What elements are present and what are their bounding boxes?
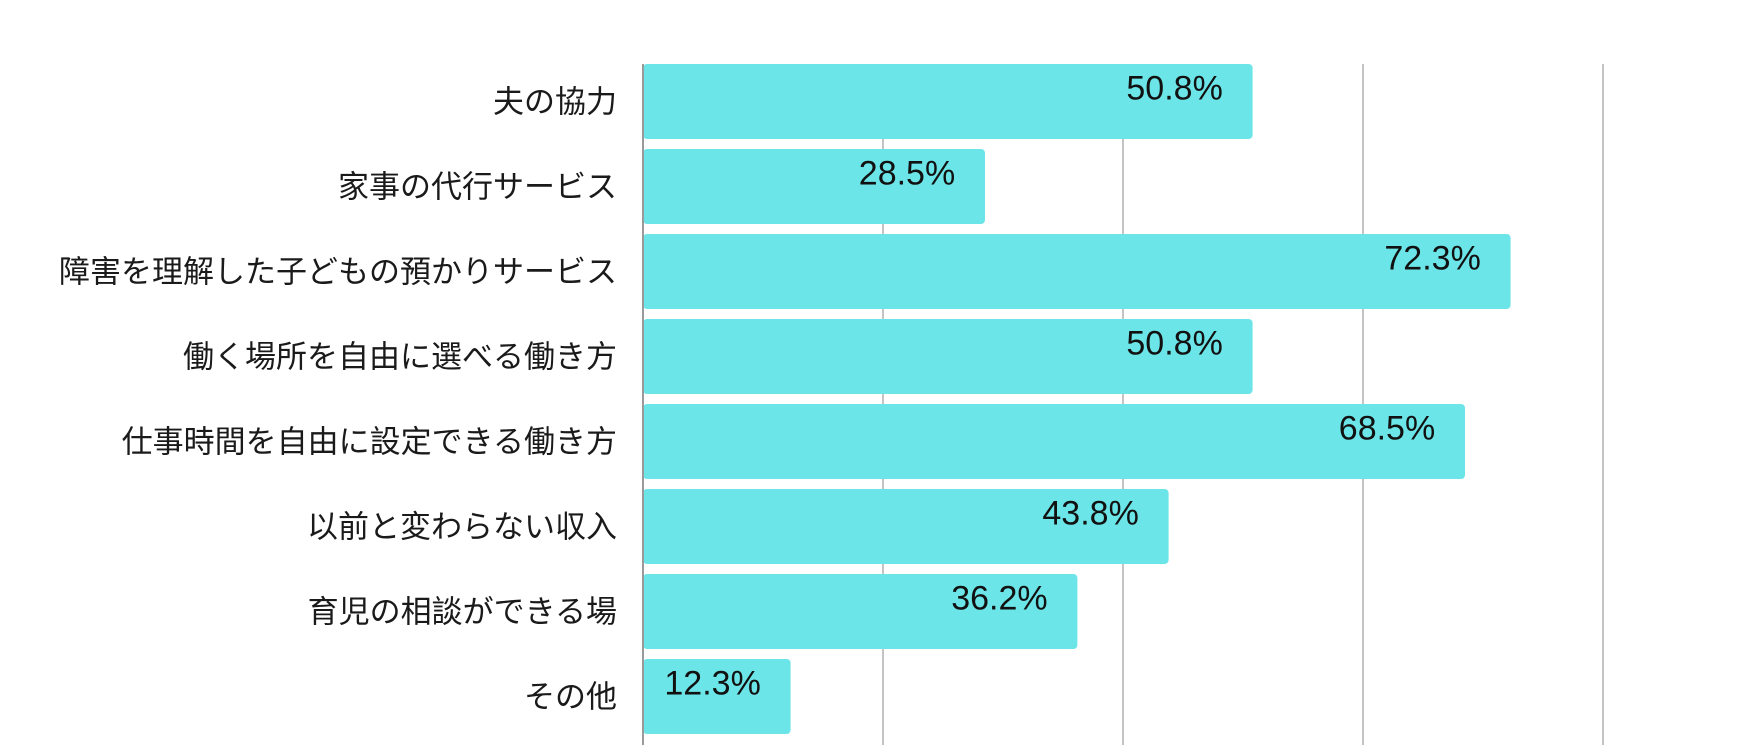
category-labels: 夫の協力家事の代行サービス障害を理解した子どもの預かりサービス働く場所を自由に選… xyxy=(59,85,617,716)
bars xyxy=(643,64,1511,734)
bar-3 xyxy=(643,319,1253,394)
bar-4 xyxy=(643,404,1465,479)
value-label-6: 36.2% xyxy=(951,580,1047,618)
category-label-4: 仕事時間を自由に設定できる働き方 xyxy=(122,425,617,461)
category-label-1: 家事の代行サービス xyxy=(338,170,617,206)
bar-0 xyxy=(643,64,1253,139)
value-label-1: 28.5% xyxy=(859,155,955,193)
value-label-0: 50.8% xyxy=(1126,70,1222,108)
value-label-2: 72.3% xyxy=(1384,240,1480,278)
value-label-4: 68.5% xyxy=(1339,410,1435,448)
value-label-3: 50.8% xyxy=(1126,325,1222,363)
bar-1 xyxy=(643,149,985,224)
value-labels: 50.8% 28.5% 72.3% 50.8% 68.5% 43.8% 36.2% 12.3% xyxy=(664,70,1480,703)
category-label-3: 働く場所を自由に選べる働き方 xyxy=(183,340,617,376)
category-label-0: 夫の協力 xyxy=(493,85,617,121)
category-label-5: 以前と変わらない収入 xyxy=(307,510,617,546)
category-label-7: その他 xyxy=(524,680,617,716)
value-label-5: 43.8% xyxy=(1042,495,1138,533)
category-label-6: 育児の相談ができる場 xyxy=(308,595,617,631)
bar-7 xyxy=(643,659,791,734)
bar-2 xyxy=(643,234,1511,309)
value-label-7: 12.3% xyxy=(664,665,760,703)
bar-6 xyxy=(643,574,1078,649)
bar-5 xyxy=(643,489,1169,564)
category-label-2: 障害を理解した子どもの預かりサービス xyxy=(59,255,617,291)
